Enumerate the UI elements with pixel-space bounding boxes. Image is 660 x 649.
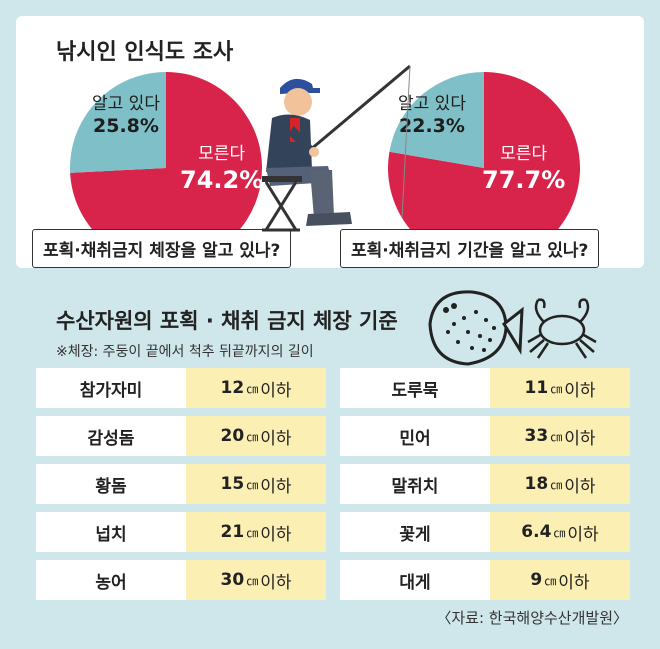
suffix-label: 이하	[564, 476, 596, 497]
pie1-unknown-pct: 74.2%	[180, 166, 264, 195]
crab-illustration	[527, 298, 597, 359]
species-name: 감성돔	[36, 416, 186, 456]
pie2-know-pct: 22.3%	[399, 115, 465, 138]
source-credit: 〈자료: 한국해양수산개발원〉	[436, 609, 628, 627]
size-value: 18	[524, 474, 549, 494]
size-limit: 9 ㎝ 이하	[490, 560, 630, 600]
fisherman-illustration	[262, 64, 411, 232]
table-row: 감성돔 20 ㎝ 이하	[36, 416, 326, 456]
size-limit: 33 ㎝ 이하	[490, 416, 630, 456]
species-name: 도루묵	[340, 368, 490, 408]
unit-label: ㎝	[246, 525, 259, 540]
species-name: 참가자미	[36, 368, 186, 408]
size-limit: 15 ㎝ 이하	[186, 464, 326, 504]
unit-label: ㎝	[544, 573, 557, 588]
pie1-know-label: 알고 있다 25.8%	[92, 94, 160, 139]
species-name: 황돔	[36, 464, 186, 504]
species-name: 꽃게	[340, 512, 490, 552]
size-limit: 21 ㎝ 이하	[186, 512, 326, 552]
size-value: 21	[220, 522, 245, 542]
pie2-unknown-pct: 77.7%	[482, 166, 566, 195]
table-row: 민어 33 ㎝ 이하	[340, 416, 630, 456]
table-row: 넙치 21 ㎝ 이하	[36, 512, 326, 552]
pie2-question: 포획·채취금지 기간을 알고 있나?	[340, 229, 600, 268]
pie-slice-unknown	[70, 72, 263, 264]
table-row: 도루묵 11 ㎝ 이하	[340, 368, 630, 408]
size-limit: 30 ㎝ 이하	[186, 560, 326, 600]
pie1-unknown-text: 모른다	[198, 144, 246, 164]
pie1-question: 포획·채취금지 체장을 알고 있나?	[32, 229, 292, 268]
species-name: 민어	[340, 416, 490, 456]
size-value: 9	[530, 570, 543, 590]
size-value: 20	[220, 426, 245, 446]
size-limit: 12 ㎝ 이하	[186, 368, 326, 408]
pie1-know-pct: 25.8%	[93, 115, 159, 138]
size-limit: 11 ㎝ 이하	[490, 368, 630, 408]
size-value: 6.4	[521, 522, 552, 542]
species-name: 넙치	[36, 512, 186, 552]
pie1-unknown-label: 모른다 74.2%	[180, 144, 263, 195]
size-limit: 20 ㎝ 이하	[186, 416, 326, 456]
table-row: 참가자미 12 ㎝ 이하	[36, 368, 326, 408]
unit-label: ㎝	[550, 381, 563, 396]
pie-chart-period	[388, 72, 580, 264]
suffix-label: 이하	[564, 428, 596, 449]
table-row: 말쥐치 18 ㎝ 이하	[340, 464, 630, 504]
regulation-table-left: 참가자미 12 ㎝ 이하 감성돔 20 ㎝ 이하 황돔 15 ㎝ 이하 넙치 21 ㎝ 이하 농…	[36, 368, 326, 608]
suffix-label: 이하	[260, 380, 292, 401]
table-row: 황돔 15 ㎝ 이하	[36, 464, 326, 504]
species-name: 말쥐치	[340, 464, 490, 504]
suffix-label: 이하	[260, 572, 292, 593]
size-value: 33	[524, 426, 549, 446]
flatfish-illustration	[428, 290, 524, 366]
unit-label: ㎝	[246, 381, 259, 396]
species-name: 농어	[36, 560, 186, 600]
unit-label: ㎝	[246, 573, 259, 588]
unit-label: ㎝	[246, 477, 259, 492]
unit-label: ㎝	[550, 429, 563, 444]
pie-slice-know	[389, 72, 484, 168]
size-value: 30	[220, 570, 245, 590]
size-value: 15	[220, 474, 245, 494]
unit-label: ㎝	[550, 477, 563, 492]
pie2-know-text: 알고 있다	[398, 94, 466, 114]
table-row: 대게 9 ㎝ 이하	[340, 560, 630, 600]
pie-slice-know	[70, 72, 166, 173]
unit-label: ㎝	[246, 429, 259, 444]
pie-chart-body-length	[70, 72, 263, 264]
table-row: 농어 30 ㎝ 이하	[36, 560, 326, 600]
suffix-label: 이하	[558, 572, 590, 593]
regulation-note: ※체장: 주둥이 끝에서 척추 뒤끝까지의 길이	[56, 344, 314, 360]
suffix-label: 이하	[564, 380, 596, 401]
size-limit: 6.4 ㎝ 이하	[490, 512, 630, 552]
size-value: 12	[220, 378, 245, 398]
pie2-unknown-text: 모른다	[500, 144, 548, 164]
suffix-label: 이하	[260, 524, 292, 545]
suffix-label: 이하	[567, 524, 599, 545]
survey-title: 낚시인 인식도 조사	[56, 40, 234, 65]
suffix-label: 이하	[260, 476, 292, 497]
table-row: 꽃게 6.4 ㎝ 이하	[340, 512, 630, 552]
pie2-know-label: 알고 있다 22.3%	[398, 94, 466, 139]
suffix-label: 이하	[260, 428, 292, 449]
species-name: 대게	[340, 560, 490, 600]
pie1-know-text: 알고 있다	[92, 94, 160, 114]
regulation-title: 수산자원의 포획 · 채취 금지 체장 기준	[56, 309, 398, 333]
unit-label: ㎝	[553, 525, 566, 540]
pie2-unknown-label: 모른다 77.7%	[482, 144, 565, 195]
regulation-table-right: 도루묵 11 ㎝ 이하 민어 33 ㎝ 이하 말쥐치 18 ㎝ 이하 꽃게 6.4 ㎝ 이하 대…	[340, 368, 630, 608]
size-limit: 18 ㎝ 이하	[490, 464, 630, 504]
size-value: 11	[524, 378, 549, 398]
